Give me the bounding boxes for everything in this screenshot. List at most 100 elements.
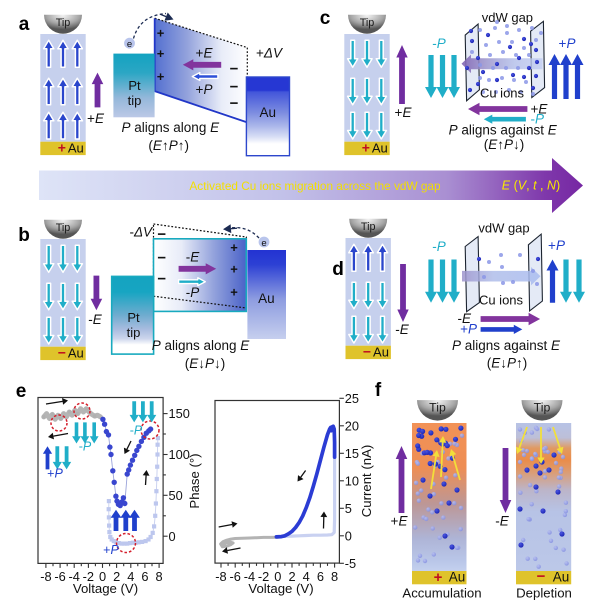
svg-text:10: 10 [345, 473, 359, 488]
svg-text:+E: +E [395, 105, 413, 120]
svg-text:+: + [157, 46, 165, 61]
svg-text:f: f [375, 380, 382, 401]
svg-text:Tip: Tip [360, 17, 375, 29]
svg-text:(E↑P↑): (E↑P↑) [148, 138, 189, 153]
svg-text:vdW gap: vdW gap [478, 221, 529, 236]
svg-text:Depletion: Depletion [516, 586, 572, 601]
svg-text:tip: tip [128, 93, 142, 108]
svg-text:0: 0 [345, 528, 352, 543]
svg-text:8: 8 [155, 569, 162, 584]
svg-text:+P: +P [548, 238, 565, 253]
svg-text:-E: -E [395, 322, 410, 337]
svg-text:-E: -E [88, 312, 103, 327]
svg-text:Au: Au [372, 140, 388, 155]
svg-text:+E: +E [196, 46, 214, 61]
svg-text:P aligns against E: P aligns against E [449, 123, 558, 138]
svg-text:Current (nA): Current (nA) [359, 445, 374, 518]
svg-text:-6: -6 [54, 569, 65, 584]
svg-text:−: − [157, 250, 166, 267]
svg-text:Au: Au [68, 140, 84, 155]
svg-text:P aligns against E: P aligns against E [452, 338, 561, 353]
svg-text:vdW gap: vdW gap [482, 10, 533, 25]
svg-text:+: + [230, 285, 238, 300]
svg-text:+E: +E [87, 111, 105, 126]
svg-text:+P: +P [460, 322, 477, 337]
svg-text:e: e [261, 238, 266, 249]
svg-text:Au: Au [68, 345, 84, 360]
svg-text:-P: -P [432, 36, 446, 51]
svg-text:Cu ions: Cu ions [480, 86, 525, 101]
svg-text:Au: Au [449, 570, 466, 585]
svg-text:c: c [320, 8, 331, 29]
svg-text:Tip: Tip [361, 221, 376, 233]
svg-text:-E: -E [186, 250, 201, 265]
svg-text:+: + [157, 26, 165, 41]
svg-text:−: − [537, 568, 546, 585]
svg-text:−: − [363, 344, 371, 360]
svg-text:e: e [16, 381, 27, 402]
svg-text:25: 25 [345, 391, 359, 406]
svg-text:P aligns along E: P aligns along E [152, 338, 251, 353]
svg-text:8: 8 [331, 569, 338, 584]
svg-text:20: 20 [345, 418, 359, 433]
svg-text:−: − [157, 226, 166, 243]
svg-text:+: + [230, 262, 238, 277]
svg-text:Tip: Tip [429, 401, 446, 415]
svg-text:−: − [58, 345, 66, 361]
svg-text:e: e [127, 39, 132, 50]
svg-text:-6: -6 [230, 569, 241, 584]
svg-text:tip: tip [127, 325, 141, 340]
svg-text:+: + [230, 240, 238, 255]
svg-text:+P: +P [559, 36, 576, 51]
svg-text:(E↓P↓): (E↓P↓) [185, 356, 226, 371]
svg-text:Voltage (V): Voltage (V) [248, 581, 313, 596]
svg-text:Au: Au [259, 105, 276, 120]
svg-text:-P: -P [186, 285, 200, 300]
svg-text:b: b [18, 225, 30, 246]
svg-text:5: 5 [345, 501, 352, 516]
svg-text:Phase (°): Phase (°) [187, 453, 202, 508]
svg-text:Au: Au [553, 570, 570, 585]
svg-text:-8: -8 [215, 569, 226, 584]
svg-text:Pt: Pt [127, 310, 140, 325]
svg-text:6: 6 [317, 569, 324, 584]
svg-text:Tip: Tip [56, 222, 71, 234]
svg-text:50: 50 [169, 488, 183, 503]
svg-text:Voltage (V): Voltage (V) [73, 581, 138, 596]
svg-text:+: + [58, 140, 66, 156]
svg-text:+: + [362, 140, 370, 156]
svg-text:P aligns along E: P aligns along E [122, 120, 221, 135]
svg-text:+: + [434, 569, 443, 586]
svg-text:+ΔV: +ΔV [256, 46, 284, 61]
svg-text:-8: -8 [40, 569, 51, 584]
svg-text:+P: +P [196, 82, 213, 97]
svg-text:Au: Au [373, 344, 389, 359]
svg-text:150: 150 [169, 406, 190, 421]
svg-text:6: 6 [141, 569, 148, 584]
svg-text:Cu ions: Cu ions [479, 293, 524, 308]
svg-text:Activated Cu ions migration ac: Activated Cu ions migration across the v… [189, 179, 441, 193]
svg-text:+P: +P [103, 543, 119, 557]
svg-text:-5: -5 [345, 556, 356, 571]
svg-text:−: − [230, 61, 239, 78]
svg-text:0: 0 [169, 529, 176, 544]
svg-text:+E: +E [391, 514, 409, 529]
svg-text:Pt: Pt [128, 78, 141, 93]
svg-text:Tip: Tip [534, 401, 551, 415]
svg-text:Au: Au [258, 291, 275, 306]
svg-text:-P: -P [130, 424, 143, 438]
svg-text:−: − [230, 79, 239, 96]
svg-text:Tip: Tip [56, 17, 71, 29]
svg-text:15: 15 [345, 446, 359, 461]
svg-text:Accumulation: Accumulation [402, 586, 481, 601]
svg-text:−: − [157, 271, 166, 288]
svg-text:(E↑P↓): (E↑P↓) [484, 137, 525, 152]
svg-text:-P: -P [79, 440, 92, 454]
svg-text:-E: -E [495, 514, 510, 529]
svg-text:+P: +P [47, 467, 63, 481]
svg-text:−: − [230, 95, 239, 112]
svg-text:E (V, t , N): E (V, t , N) [502, 179, 560, 193]
svg-text:-ΔV: -ΔV [129, 225, 154, 240]
svg-text:a: a [19, 14, 30, 35]
svg-text:d: d [332, 259, 344, 280]
